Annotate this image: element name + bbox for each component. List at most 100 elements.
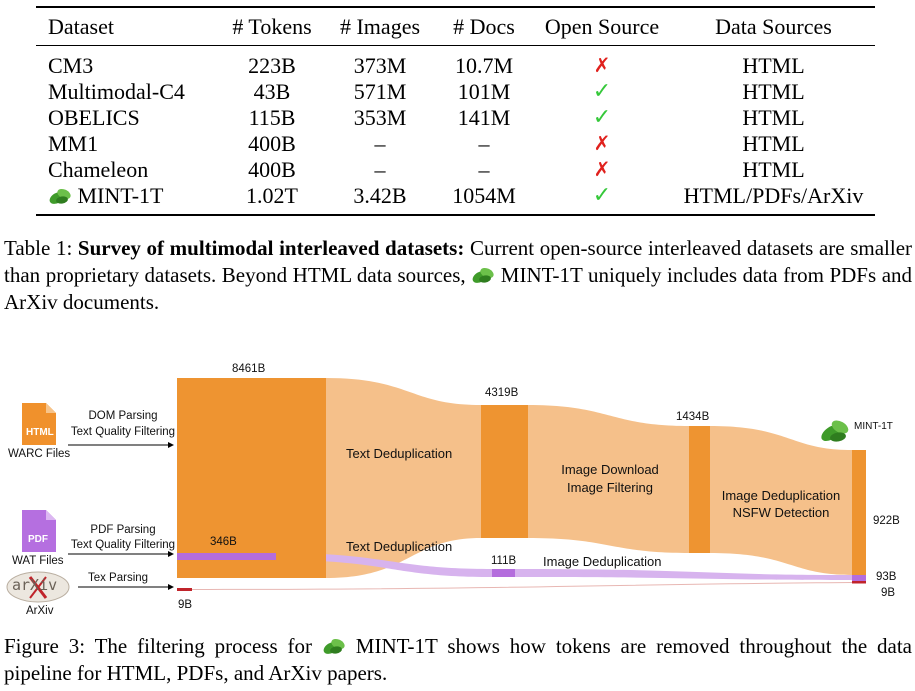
filtering-pipeline-figure: HTML PDF arXiv WARC Files WAT Files ArXi… bbox=[0, 355, 915, 625]
table-caption-name: MINT-1T bbox=[500, 263, 583, 287]
table-caption-text-a: Current open-source interleaved datasets… bbox=[4, 236, 913, 287]
datasets-table: Dataset # Tokens # Images # Docs Open So… bbox=[36, 6, 875, 216]
cell-sources: HTML bbox=[742, 52, 805, 78]
figure-caption-text-a: The filtering process for bbox=[94, 634, 313, 658]
figure-caption-name: MINT-1T bbox=[355, 634, 438, 658]
tex-parsing-label: Tex Parsing bbox=[87, 572, 149, 584]
cell-dataset: CM3 bbox=[48, 52, 94, 78]
mint-leaf-icon bbox=[472, 267, 494, 283]
table-header-row: Dataset # Tokens # Images # Docs Open So… bbox=[36, 7, 875, 46]
html-stage-image-download: Image Download bbox=[561, 462, 659, 477]
cross-icon: ✗ bbox=[593, 53, 611, 77]
arxiv-node-start bbox=[177, 588, 192, 591]
cell-sources: HTML bbox=[742, 104, 805, 130]
html-value-2: 4319B bbox=[485, 387, 519, 399]
col-header-open-source: Open Source bbox=[544, 14, 660, 39]
pdf-parsing-label: PDF Parsing bbox=[90, 524, 156, 536]
mint-leaf-icon bbox=[323, 638, 345, 654]
pdf-text-quality-label: Text Quality Filtering bbox=[70, 539, 176, 551]
cell-tokens: 115B bbox=[248, 104, 296, 130]
table-row: Multimodal-C4 43B 571M 101M ✓ HTML bbox=[36, 78, 875, 105]
html-file-icon bbox=[22, 403, 56, 445]
pdf-value-3: 93B bbox=[876, 571, 897, 583]
cell-tokens: 1.02T bbox=[246, 182, 298, 208]
cell-docs: – bbox=[478, 130, 490, 156]
datasets-table-container: Dataset # Tokens # Images # Docs Open So… bbox=[36, 6, 875, 216]
html-flow-band-3 bbox=[710, 426, 852, 575]
col-header-tokens: # Tokens bbox=[232, 14, 312, 39]
cell-tokens: 400B bbox=[248, 156, 296, 182]
wat-files-label: WAT Files bbox=[12, 555, 64, 567]
html-node-1434b bbox=[689, 426, 710, 553]
pdf-icon-label: PDF bbox=[28, 534, 48, 545]
cell-docs: 141M bbox=[457, 104, 511, 130]
figure-caption-label: Figure 3: bbox=[4, 634, 86, 658]
pdf-value-2: 111B bbox=[491, 555, 517, 567]
table-caption-label: Table 1: bbox=[4, 236, 73, 260]
output-label: MINT-1T bbox=[854, 421, 893, 432]
table-row: MM1 400B – – ✗ HTML bbox=[36, 130, 875, 156]
table-row: CM3 223B 373M 10.7M ✗ HTML bbox=[36, 46, 875, 79]
table-row: MINT-1T 1.02T 3.42B 1054M ✓ HTML/PDFs/Ar… bbox=[36, 182, 875, 215]
html-stage-image-dedup: Image Deduplication bbox=[721, 488, 841, 503]
arxiv-label: ArXiv bbox=[26, 605, 54, 617]
cell-dataset: OBELICS bbox=[48, 104, 140, 130]
pdf-value-1: 346B bbox=[210, 536, 237, 548]
cell-tokens: 223B bbox=[248, 52, 296, 78]
table-caption-bold: Survey of multimodal interleaved dataset… bbox=[77, 236, 465, 260]
cell-images: 571M bbox=[353, 78, 407, 104]
cross-icon: ✗ bbox=[593, 157, 611, 181]
pdf-node-346b bbox=[177, 553, 276, 560]
html-value-4: 922B bbox=[873, 515, 900, 527]
pdf-flow-band-1 bbox=[276, 553, 492, 577]
arxiv-value-start: 9B bbox=[178, 599, 193, 611]
arxiv-value-end: 9B bbox=[881, 587, 896, 599]
figure-caption-text-b: shows how tokens are removed throughout … bbox=[4, 634, 913, 685]
cell-dataset: MM1 bbox=[48, 130, 99, 156]
html-icon-label: HTML bbox=[26, 427, 54, 438]
html-node-8461b bbox=[177, 378, 326, 578]
html-text-quality-label: Text Quality Filtering bbox=[70, 426, 176, 438]
mint-leaf-icon bbox=[49, 188, 71, 204]
col-header-docs: # Docs bbox=[453, 14, 515, 39]
cell-images: – bbox=[374, 156, 386, 182]
arxiv-node-end bbox=[852, 581, 866, 584]
cell-images: 353M bbox=[353, 104, 407, 130]
cell-sources: HTML bbox=[742, 130, 805, 156]
cell-images: 373M bbox=[353, 52, 407, 78]
cell-docs: 101M bbox=[457, 78, 511, 104]
pdf-stage-text-dedup: Text Deduplication bbox=[346, 539, 453, 554]
arxiv-icon-label: arXiv bbox=[12, 576, 58, 594]
check-icon: ✓ bbox=[592, 79, 612, 104]
table-caption: Table 1: Survey of multimodal interleave… bbox=[4, 235, 912, 316]
pdf-stage-image-dedup: Image Deduplication bbox=[543, 554, 662, 569]
figure-caption: Figure 3: The filtering process for MINT… bbox=[4, 633, 912, 687]
cell-dataset: Chameleon bbox=[48, 156, 149, 182]
dom-parsing-label: DOM Parsing bbox=[88, 410, 158, 422]
cell-sources: HTML/PDFs/ArXiv bbox=[683, 182, 864, 208]
html-value-1: 8461B bbox=[232, 363, 266, 375]
cell-tokens: 400B bbox=[248, 130, 296, 156]
pdf-node-111b bbox=[492, 569, 515, 577]
table-row: Chameleon 400B – – ✗ HTML bbox=[36, 156, 875, 182]
cell-docs: 10.7M bbox=[454, 52, 514, 78]
check-icon: ✓ bbox=[592, 105, 612, 130]
html-value-3: 1434B bbox=[676, 411, 710, 423]
cell-tokens: 43B bbox=[253, 78, 291, 104]
html-node-922b bbox=[852, 450, 866, 575]
col-header-data-sources: Data Sources bbox=[715, 14, 832, 39]
pdf-flow-band-2 bbox=[515, 569, 852, 580]
html-flow-band-1 bbox=[326, 378, 481, 578]
arxiv-icon bbox=[6, 571, 70, 603]
check-icon: ✓ bbox=[592, 183, 612, 208]
table-caption-text-b: uniquely includes data from PDFs and ArX… bbox=[4, 263, 913, 314]
cell-sources: HTML bbox=[742, 78, 805, 104]
html-stage-text-dedup: Text Deduplication bbox=[346, 446, 453, 461]
pdf-node-93b bbox=[852, 575, 866, 581]
arxiv-flow-line bbox=[192, 582, 852, 590]
mint-leaf-icon bbox=[821, 420, 849, 442]
html-arrow bbox=[68, 442, 174, 448]
cell-docs: 1054M bbox=[452, 182, 516, 208]
cell-images: – bbox=[374, 130, 386, 156]
pdf-file-icon bbox=[22, 510, 56, 552]
